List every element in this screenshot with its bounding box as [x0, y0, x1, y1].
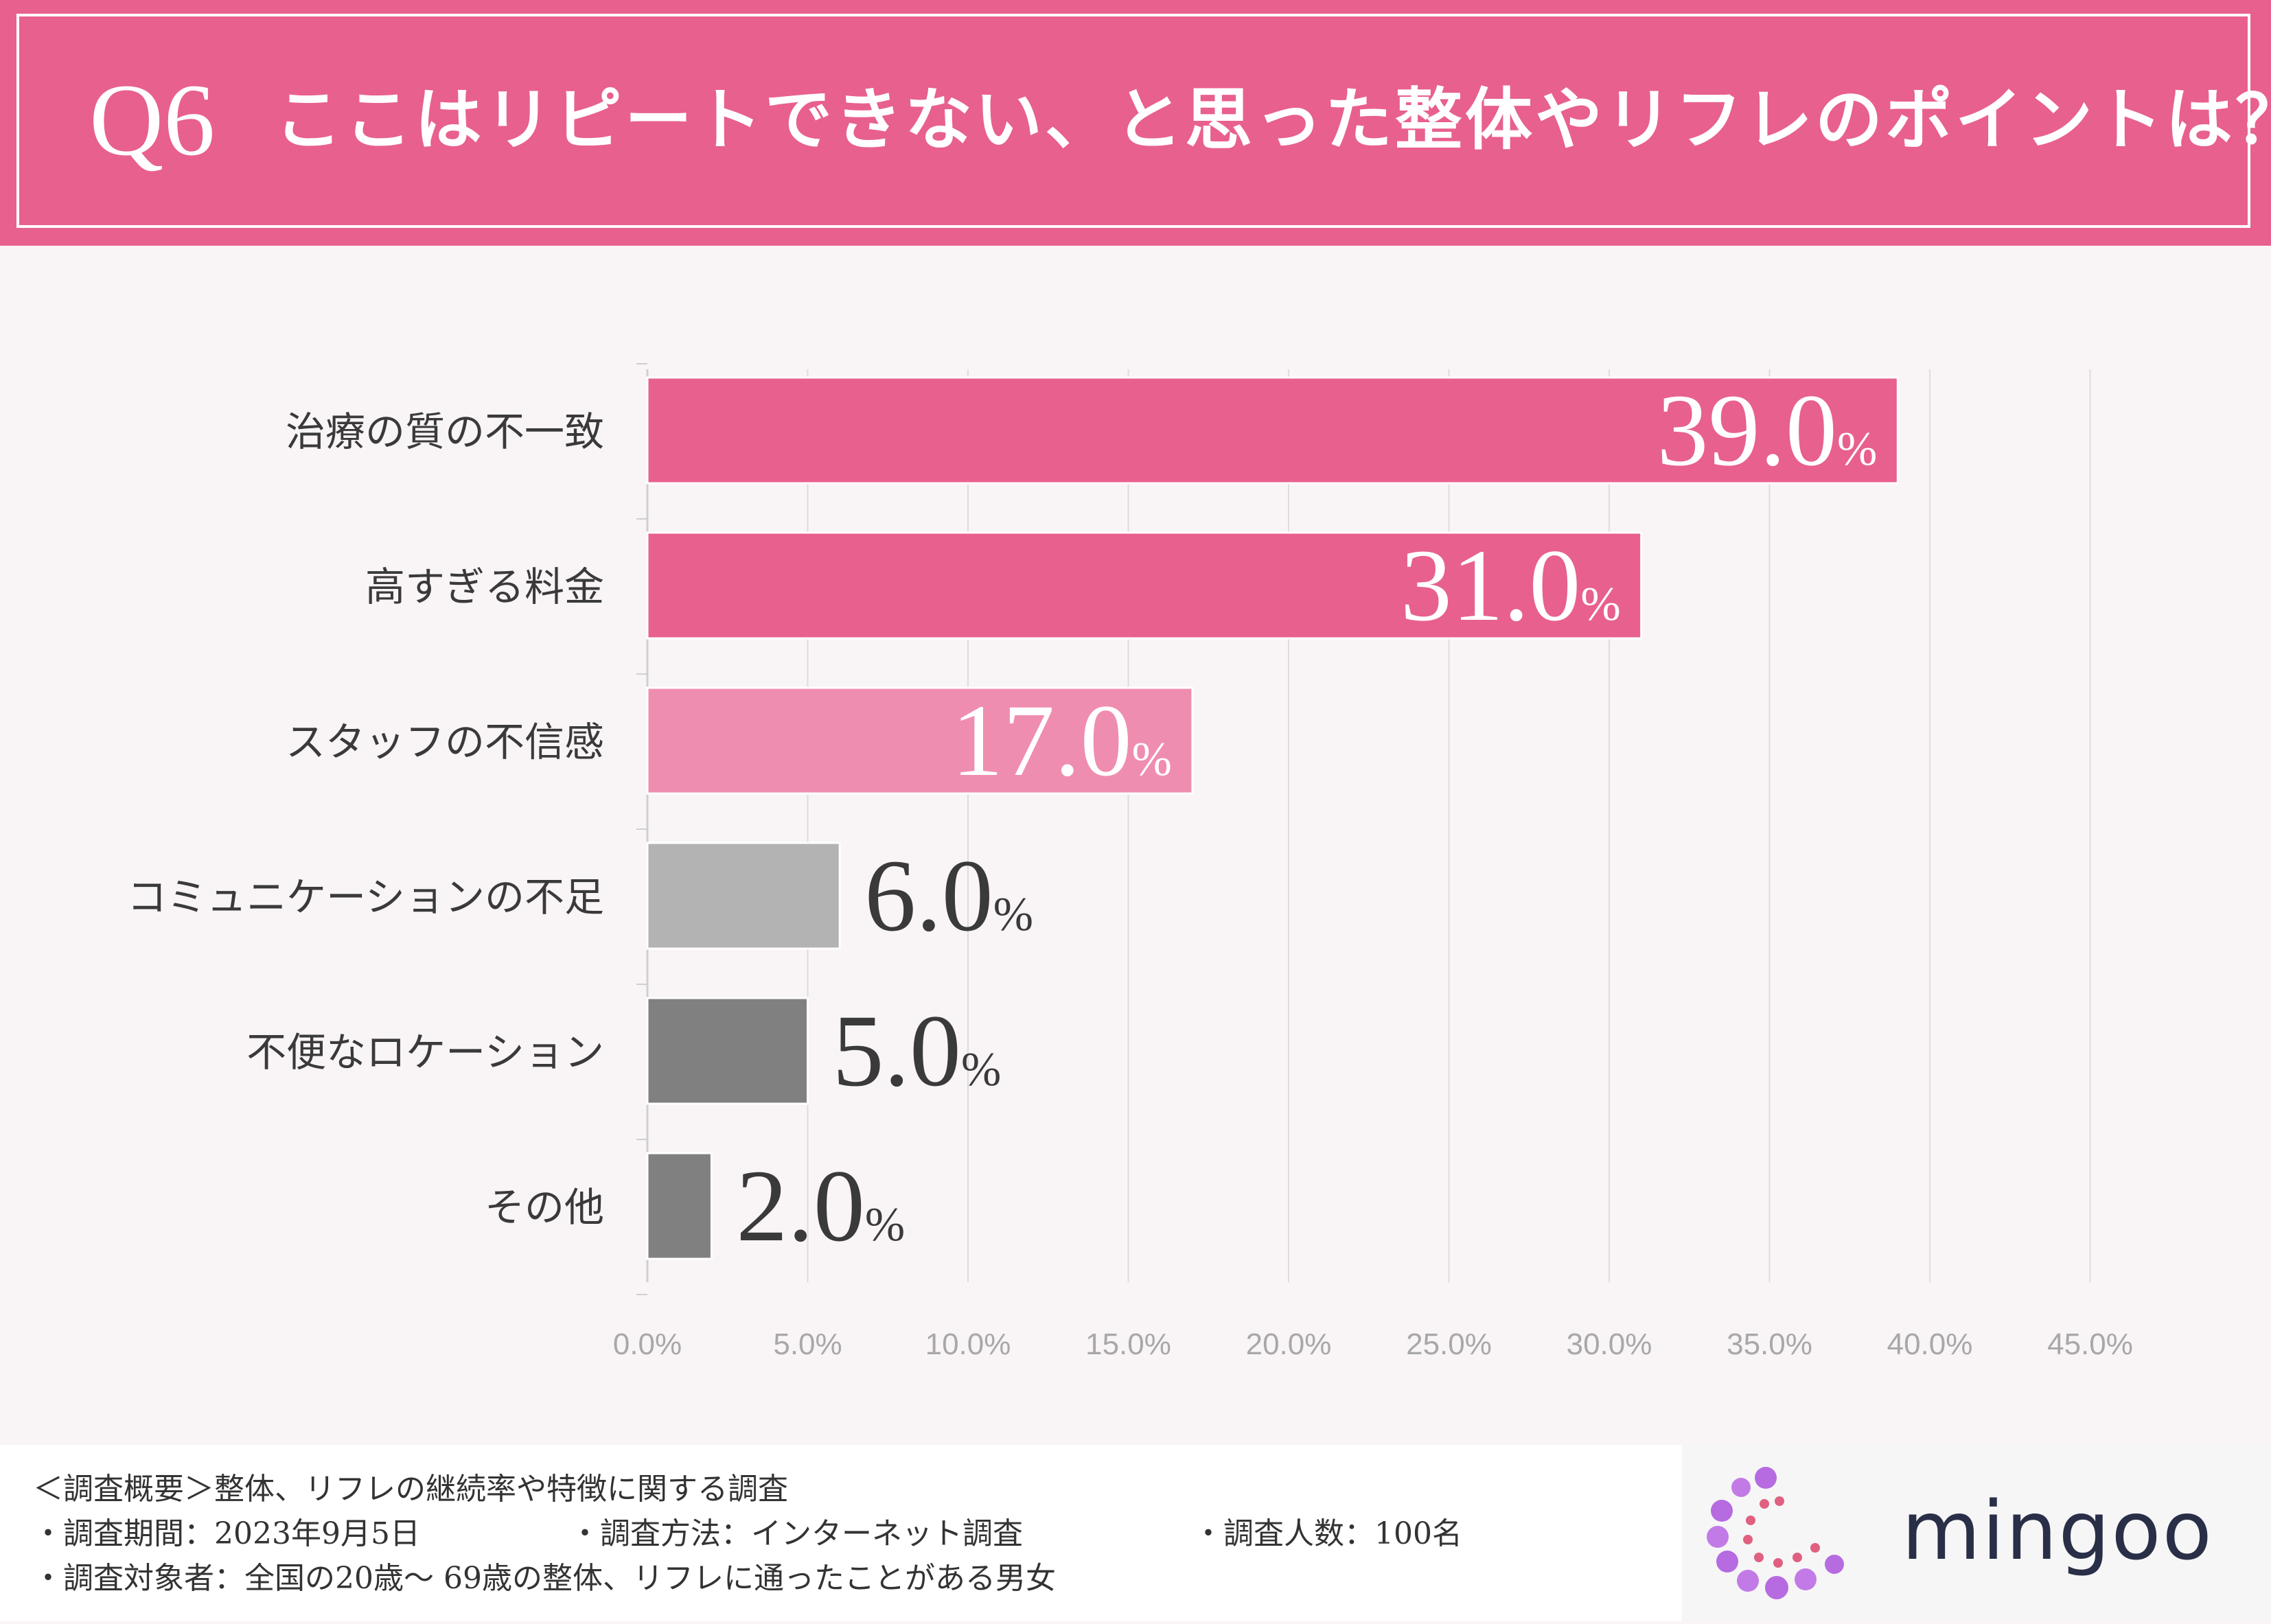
header-banner: Q6 ここはリピートできない、と思った整体やリフレのポイントは？ [0, 0, 2271, 246]
bar [646, 376, 1899, 485]
value-labels: 39.0% 31.0% 17.0% 6.0% 5.0% 2.0% [736, 373, 1877, 1263]
x-tick-label: 40.0% [1887, 1327, 1973, 1361]
bar [646, 531, 1643, 640]
x-axis-ticks: 0.0% 5.0% 10.0% 15.0% 20.0% 25.0% 30.0% 35.0% 40… [613, 1327, 2133, 1361]
category-labels: 治療の質の不一致高すぎる料金スタッフの不信感コミュニケーションの不足不便なロケー… [127, 408, 604, 1231]
category-label: スタッフの不信感 [286, 719, 604, 765]
value-label: 39.0% [1657, 373, 1877, 487]
footer: ＜調査概要＞整体、リフレの継続率や特徴に関する調査 ・調査期間：2023年9月5… [0, 1445, 2271, 1621]
x-tick-label: 20.0% [1246, 1327, 1332, 1361]
grid-lines [636, 363, 2091, 1295]
bars [646, 376, 1899, 1260]
x-tick-label: 45.0% [2047, 1327, 2133, 1361]
category-label: 治療の質の不一致 [286, 408, 604, 455]
x-tick-label: 0.0% [613, 1327, 682, 1361]
bar-chart: 治療の質の不一致高すぎる料金スタッフの不信感コミュニケーションの不足不便なロケー… [127, 363, 2133, 1361]
value-label: 2.0% [736, 1149, 905, 1263]
survey-overview: ＜調査概要＞整体、リフレの継続率や特徴に関する調査 [33, 1472, 788, 1507]
logo-area [1682, 1445, 2271, 1621]
category-label: コミュニケーションの不足 [127, 874, 604, 920]
brand-name: mingoo [1902, 1483, 2213, 1578]
question-number: Q6 [89, 63, 216, 177]
value-label: 6.0% [864, 839, 1033, 953]
question-title: ここはリピートできない、と思った整体やリフレのポイントは？ [275, 80, 2271, 159]
bar [646, 997, 809, 1105]
bar [646, 1152, 713, 1260]
mingoo-logo-icon [1707, 1467, 1844, 1599]
survey-method: ・調査方法：インターネット調査 [570, 1516, 1023, 1551]
x-tick-label: 30.0% [1567, 1327, 1652, 1361]
bar [646, 842, 841, 950]
bar [646, 686, 1194, 795]
x-tick-label: 10.0% [925, 1327, 1011, 1361]
survey-target: ・調査対象者：全国の20歳〜 69歳の整体、リフレに通ったことがある男女 [33, 1561, 1056, 1596]
survey-count: ・調査人数：100名 [1193, 1516, 1462, 1551]
category-label: その他 [485, 1184, 604, 1231]
category-label: 不便なロケーション [246, 1029, 604, 1076]
value-label: 31.0% [1400, 529, 1621, 642]
x-tick-label: 35.0% [1727, 1327, 1812, 1361]
survey-period: ・調査期間：2023年9月5日 [33, 1516, 420, 1551]
x-tick-label: 5.0% [773, 1327, 842, 1361]
x-tick-label: 15.0% [1085, 1327, 1171, 1361]
value-label: 17.0% [952, 684, 1172, 798]
value-label: 5.0% [833, 994, 1002, 1108]
x-tick-label: 25.0% [1406, 1327, 1492, 1361]
category-label: 高すぎる料金 [365, 564, 604, 610]
header-frame [16, 14, 2250, 228]
